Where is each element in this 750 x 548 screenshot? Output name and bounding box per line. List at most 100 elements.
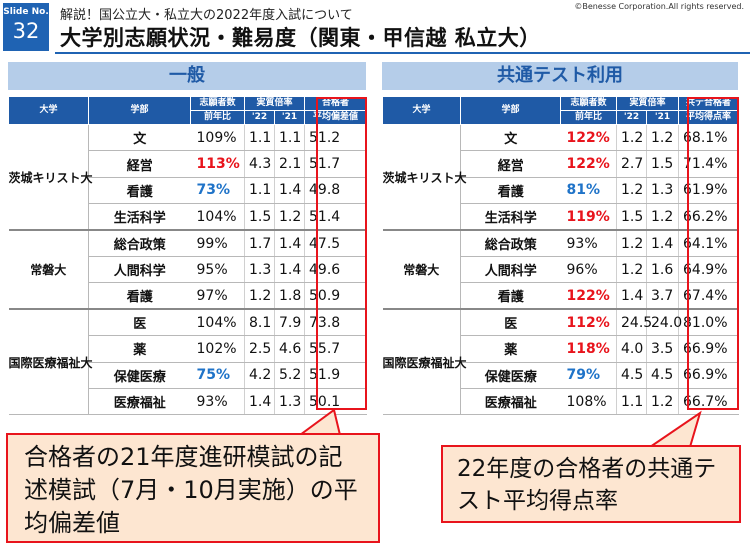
faculty-name: 総合政策 [88, 230, 191, 257]
passer-score: 66.9% [678, 362, 739, 389]
table-row: 看護 97% 1.2 1.8 50.9 [9, 282, 367, 311]
passer-score: 73.8 [304, 309, 367, 337]
faculty-name: 保健医療 [460, 362, 561, 389]
acceptance-ratio-2021: 1.2 [645, 203, 679, 232]
acceptance-ratio-2021: 1.4 [273, 256, 305, 284]
table-row: 茨城キリスト大文 122% 1.2 1.2 68.1% [382, 124, 739, 232]
table-row: 薬 102% 2.5 4.6 55.7 [9, 335, 367, 363]
column-header-university: 大学 [382, 96, 461, 125]
faculty-name: 生活科学 [460, 203, 561, 232]
applicant-ratio: 73% [190, 177, 245, 205]
acceptance-ratio-2021: 5.2 [273, 362, 305, 389]
table-row: 経営 113% 4.3 2.1 51.7 [9, 150, 367, 178]
column-header-faculty: 学部 [88, 96, 191, 125]
university-name: 国際医療福祉大 [8, 309, 93, 416]
table-row: 看護 73% 1.1 1.4 49.8 [9, 177, 367, 205]
acceptance-ratio-2022: 4.2 [244, 362, 275, 389]
column-header-2022: '22 [616, 110, 647, 125]
acceptance-ratio-2022: 4.5 [616, 362, 647, 389]
acceptance-ratio-2021: 2.1 [273, 150, 305, 178]
copyright-notice: ©Benesse Corporation.All rights reserved… [574, 2, 744, 11]
common-test-heading: 共通テスト利用 [382, 62, 738, 90]
applicant-ratio: 97% [190, 282, 245, 311]
passer-score: 66.9% [678, 335, 739, 363]
acceptance-ratio-2022: 4.0 [616, 335, 647, 363]
acceptance-ratio-2022: 1.5 [244, 203, 275, 232]
faculty-name: 文 [88, 124, 191, 152]
applicant-ratio: 96% [560, 256, 617, 284]
common-test-panel: 共通テスト利用 大学 学部 志願者数 実質倍率 共テ合格者 前年比 '22 '2… [382, 62, 740, 416]
applicant-ratio: 99% [190, 230, 245, 257]
acceptance-ratio-2021: 1.2 [645, 388, 679, 416]
applicant-ratio: 75% [190, 362, 245, 389]
passer-score: 51.7 [304, 150, 367, 178]
passer-score: 51.2 [304, 124, 367, 152]
right-callout-tail [646, 410, 702, 448]
table-row: 常磐大 総合政策 93% 1.2 1.4 64.1% [382, 230, 739, 311]
university-name: 茨城キリスト大 [382, 124, 467, 232]
column-header-2021: '21 [273, 110, 306, 125]
applicant-ratio: 118% [560, 335, 617, 363]
passer-score: 64.1% [678, 230, 739, 257]
faculty-name: 保健医療 [88, 362, 191, 389]
column-subheader-score: 平均得点率 [678, 110, 740, 125]
column-subheader-applicants: 前年比 [190, 110, 245, 125]
applicant-ratio: 109% [190, 124, 245, 152]
acceptance-ratio-2021: 1.2 [645, 124, 679, 152]
university-name: 茨城キリスト大 [8, 124, 93, 232]
acceptance-ratio-2021: 3.7 [645, 282, 679, 311]
table-row: 人間科学 96% 1.2 1.6 64.9% [383, 256, 739, 284]
acceptance-ratio-2021: 4.6 [273, 335, 305, 363]
faculty-name: 人間科学 [460, 256, 561, 284]
column-subheader-score: 平均偏差値 [304, 110, 368, 125]
faculty-name: 看護 [88, 282, 191, 311]
applicant-ratio: 104% [190, 203, 245, 232]
table-row: 医療福祉 108% 1.1 1.2 66.7% [383, 388, 739, 416]
passer-score: 47.5 [304, 230, 367, 257]
faculty-name: 経営 [460, 150, 561, 178]
general-exam-panel: 一般 大学 学部 志願者数 実質倍率 合格者 前年比 '22 '21 平均偏差値… [8, 62, 368, 416]
passer-score: 50.1 [304, 388, 367, 416]
faculty-name: 人間科学 [88, 256, 191, 284]
acceptance-ratio-2022: 4.3 [244, 150, 275, 178]
acceptance-ratio-2021: 1.8 [273, 282, 305, 311]
acceptance-ratio-2022: 8.1 [244, 309, 275, 337]
acceptance-ratio-2021: 3.5 [645, 335, 679, 363]
table-row: 保健医療 75% 4.2 5.2 51.9 [9, 362, 367, 389]
passer-score: 61.9% [678, 177, 739, 205]
acceptance-ratio-2022: 1.5 [616, 203, 647, 232]
table-row: 看護 81% 1.2 1.3 61.9% [383, 177, 739, 205]
acceptance-ratio-2022: 1.2 [616, 230, 647, 257]
common-score-callout: 22年度の合格者の共通テスト平均得点率 [441, 445, 741, 523]
column-subheader-applicants: 前年比 [560, 110, 617, 125]
general-score-callout: 合格者の21年度進研模試の記述模試（7月・10月実施）の平均偏差値 [6, 433, 380, 543]
faculty-name: 薬 [460, 335, 561, 363]
acceptance-ratio-2021: 1.4 [273, 230, 305, 257]
applicant-ratio: 104% [190, 309, 245, 337]
passer-score: 68.1% [678, 124, 739, 152]
acceptance-ratio-2021: 1.2 [273, 203, 305, 232]
passer-score: 64.9% [678, 256, 739, 284]
acceptance-ratio-2022: 1.1 [616, 388, 647, 416]
applicant-ratio: 112% [560, 309, 617, 337]
table-row: 国際医療福祉大医 112% 24.5 24.0 81.0% [382, 309, 739, 416]
faculty-name: 看護 [88, 177, 191, 205]
acceptance-ratio-2021: 4.5 [645, 362, 679, 389]
slide-number-badge: Slide No. 32 [3, 3, 49, 51]
slide-number: 32 [12, 19, 40, 43]
faculty-name: 医療福祉 [460, 388, 561, 416]
table-row: 経営 122% 2.7 1.5 71.4% [383, 150, 739, 178]
table-row: 常磐大 総合政策 99% 1.7 1.4 47.5 [8, 230, 367, 311]
acceptance-ratio-2022: 24.5 [616, 309, 652, 337]
faculty-name: 文 [460, 124, 561, 152]
acceptance-ratio-2022: 1.1 [244, 124, 275, 152]
acceptance-ratio-2022: 1.4 [244, 388, 275, 416]
column-header-ratio: 実質倍率 [615, 96, 680, 111]
faculty-name: 看護 [460, 282, 561, 311]
acceptance-ratio-2021: 1.4 [273, 177, 305, 205]
title-divider [55, 52, 750, 54]
general-exam-heading: 一般 [8, 62, 366, 90]
passer-score: 49.6 [304, 256, 367, 284]
column-header-applicants: 志願者数 [190, 96, 245, 111]
faculty-name: 医 [460, 309, 561, 337]
